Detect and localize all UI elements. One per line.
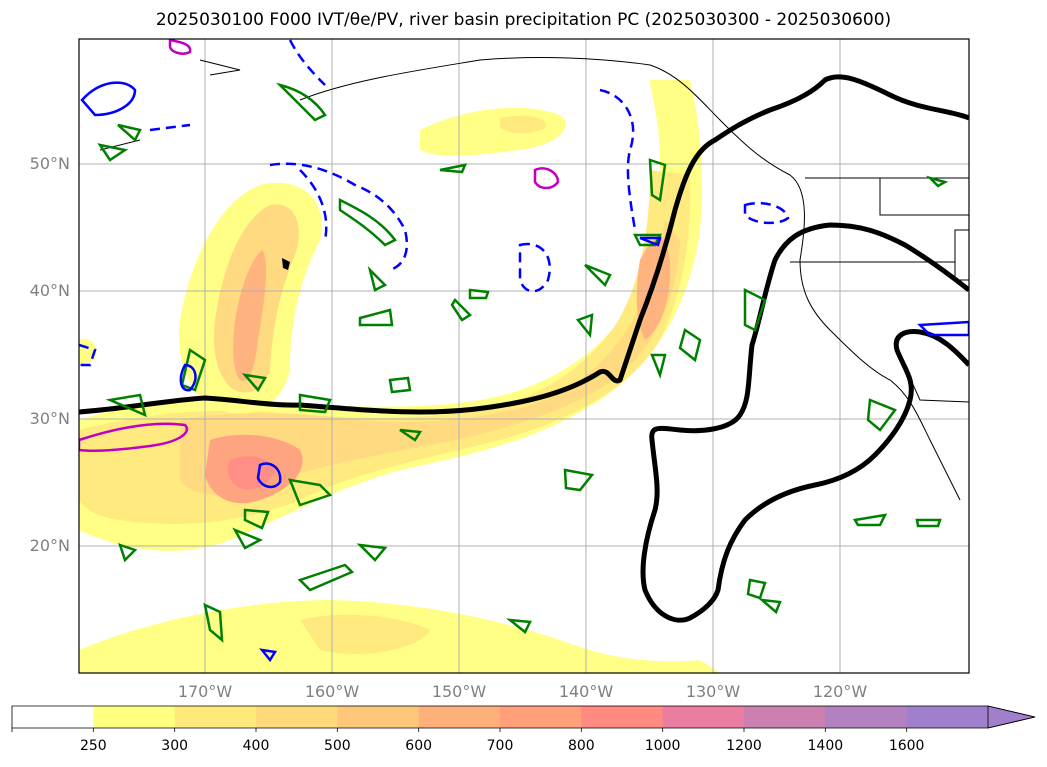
colorbar-segment (744, 706, 826, 728)
colorbar-segment (337, 706, 420, 728)
colorbar (11, 705, 1036, 732)
colorbar-tick-label: 250 (79, 738, 107, 754)
precip-pc-contours (79, 39, 560, 453)
colorbar-segment (256, 706, 338, 728)
colorbar-tick-label: 500 (323, 738, 351, 754)
lat-label-40n: 40°N (29, 281, 70, 300)
colorbar-tick-label: 1000 (644, 738, 681, 754)
lat-label-30n: 30°N (29, 409, 70, 428)
colorbar-tick-label: 600 (405, 738, 433, 754)
lon-label-170w: 170°W (177, 682, 233, 701)
map-frame (78, 38, 970, 674)
pv-negative-contours (80, 81, 969, 663)
colorbar-segment (12, 706, 94, 728)
colorbar-segment (825, 706, 908, 728)
figure-title: 2025030100 F000 IVT/θe/PV, river basin p… (155, 10, 892, 30)
ivt-shading (79, 80, 720, 673)
colorbar-tick-label: 1200 (726, 738, 762, 754)
lon-label-150w: 150°W (431, 682, 487, 701)
lat-lon-grid (79, 39, 969, 673)
colorbar-segment (662, 706, 745, 728)
lon-label-130w: 130°W (685, 682, 741, 701)
colorbar-segment (174, 706, 257, 728)
colorbar-segment (906, 706, 989, 728)
colorbar-extend-arrow (987, 705, 1036, 729)
colorbar-segment (581, 706, 664, 728)
hawaii-island (282, 258, 290, 270)
colorbar-segment (93, 706, 176, 728)
lon-label-120w: 120°W (812, 682, 868, 701)
colorbar-tick-label: 300 (161, 738, 189, 754)
colorbar-segment (418, 706, 501, 728)
lat-label-20n: 20°N (29, 536, 70, 555)
colorbar-tick-label: 1600 (888, 738, 925, 754)
colorbar-tick-label: 400 (242, 738, 270, 754)
colorbar-tick-label: 800 (567, 738, 595, 754)
colorbar-tick-label: 700 (486, 738, 514, 754)
map-panel (78, 38, 970, 674)
pv-negative-dashed (79, 39, 790, 367)
colorbar-frame (11, 705, 1036, 729)
lon-label-160w: 160°W (304, 682, 360, 701)
colorbar-segment (500, 706, 582, 728)
lon-label-140w: 140°W (558, 682, 614, 701)
colorbar-tick-label: 1400 (807, 738, 844, 754)
pv-positive-contours (97, 82, 949, 643)
lat-label-50n: 50°N (29, 154, 70, 173)
